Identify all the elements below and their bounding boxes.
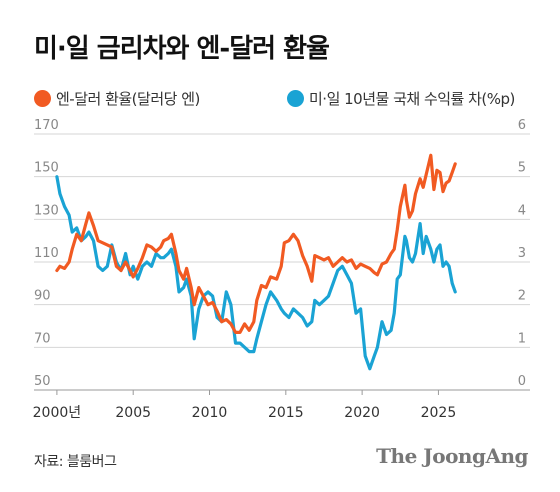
- y-right-tick-label: 1: [518, 331, 526, 346]
- y-left-tick-label: 130: [34, 203, 59, 218]
- x-tick-label: 2005: [115, 405, 151, 421]
- source-note: 자료: 블룸버그: [34, 454, 117, 470]
- brand-logo: The JoongAng: [376, 444, 528, 468]
- legend-label-yield-spread: 미·일 10년물 국채 수익률 차(%p): [309, 90, 515, 108]
- y-left-tick-label: 150: [34, 161, 59, 176]
- y-left-tick-label: 170: [34, 118, 59, 133]
- x-tick-label: 2010: [192, 405, 228, 421]
- x-tick-label: 2020: [344, 405, 380, 421]
- y-left-tick-label: 90: [34, 289, 51, 304]
- series-line-yen-dollar: [55, 153, 457, 334]
- series-line-yield-spread: [55, 175, 457, 371]
- y-left-tick-label: 70: [34, 331, 51, 346]
- y-right-tick-label: 3: [518, 246, 526, 261]
- y-right-tick-label: 6: [518, 118, 526, 133]
- x-tick-label: 2000년: [33, 405, 82, 421]
- legend-dot-orange: [34, 90, 51, 107]
- x-tick-label: 2015: [268, 405, 304, 421]
- y-right-tick-label: 0: [518, 374, 526, 389]
- y-right-tick-label: 4: [518, 203, 526, 218]
- y-left-tick-label: 50: [34, 374, 51, 389]
- y-right-tick-label: 5: [518, 161, 526, 176]
- legend-label-yen-dollar: 엔-달러 환율(달러당 엔): [56, 90, 200, 108]
- x-tick-label: 2025: [421, 405, 457, 421]
- legend-item-yield-spread: 미·일 10년물 국채 수익률 차(%p): [287, 88, 515, 109]
- y-right-tick-label: 2: [518, 289, 526, 304]
- legend-item-yen-dollar: 엔-달러 환율(달러당 엔): [34, 88, 200, 109]
- chart-title: 미·일 금리차와 엔-달러 환율: [34, 34, 330, 64]
- legend-dot-blue: [287, 90, 304, 107]
- y-left-tick-label: 110: [34, 246, 59, 261]
